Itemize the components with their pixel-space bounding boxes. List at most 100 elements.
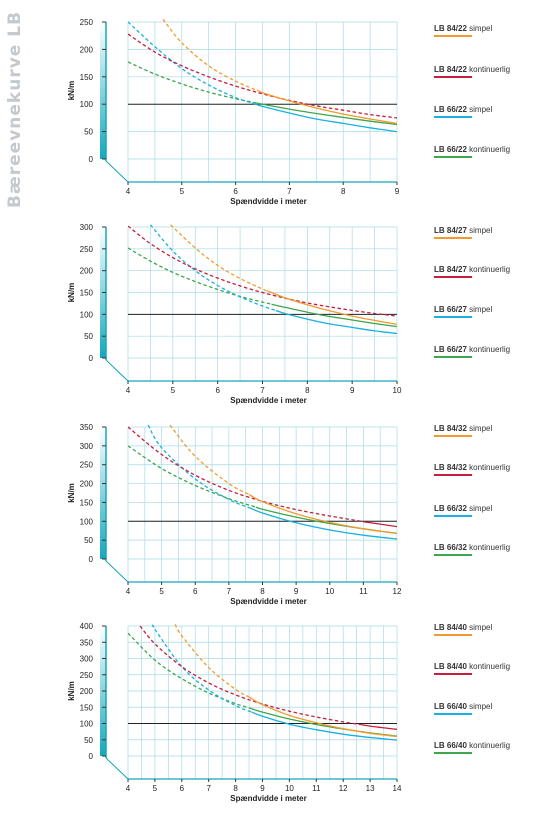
grid xyxy=(127,625,398,779)
x-tick-label: 6 xyxy=(193,587,198,596)
series-group xyxy=(128,18,397,133)
series-lb-84-40-kontinuerlig-line xyxy=(361,724,397,730)
x-tick-label: 4 xyxy=(126,587,131,596)
legend-series-suffix: simpel xyxy=(469,105,493,114)
x-tick-label: 14 xyxy=(393,784,402,793)
y-tick-label: 0 xyxy=(89,555,94,564)
series-lb-66-27-kontinuerlig-dashed xyxy=(128,247,272,305)
legend-series-suffix: simpel xyxy=(469,702,493,711)
legend-series-suffix: simpel xyxy=(469,226,493,235)
legend-swatch xyxy=(434,515,472,517)
x-tick-label: 6 xyxy=(233,187,238,196)
legend-swatch xyxy=(434,713,472,715)
chart-lb-40: 0 50 100 150 200 250 300 350 400 4 5 6 7 8 9 10 11 12 13 14… xyxy=(0,615,539,827)
legend-series-suffix: kontinuerlig xyxy=(469,463,511,472)
x-tick-label: 7 xyxy=(227,587,232,596)
legend-series-name: LB 66/40 xyxy=(434,702,467,711)
series-lb-66-22-kontinuerlig-dashed xyxy=(128,61,258,104)
series-lb-84-40-kontinuerlig-dashed xyxy=(139,625,363,726)
grid xyxy=(127,426,398,582)
x-tick-label: 9 xyxy=(395,187,400,196)
y-tick-label: 50 xyxy=(84,332,93,341)
legend-series-name: LB 84/27 xyxy=(434,226,467,235)
series-lb-84-27-kontinuerlig-dashed xyxy=(128,225,397,317)
series-group xyxy=(128,624,397,741)
legend-series-name: LB 66/27 xyxy=(434,305,467,314)
series-lb-66-32-simpel-dashed xyxy=(147,424,250,509)
y-tick-label: 100 xyxy=(80,100,94,109)
legend-series-name: LB 84/22 xyxy=(434,65,467,74)
x-tick-label: 4 xyxy=(126,784,131,793)
y-tick-label: 200 xyxy=(80,45,94,54)
legend-swatch xyxy=(434,554,472,556)
x-tick-label: 9 xyxy=(260,784,265,793)
x-axis-label: Spændvidde i meter xyxy=(230,197,306,206)
chart-lb-27: 0 50 100 150 200 250 300 4 5 6 7 8 9 10 kN/m Spændvidde… xyxy=(0,215,539,415)
x-tick-label: 7 xyxy=(260,386,265,395)
y-tick-label: 250 xyxy=(80,245,94,254)
series-lb-84-27-simpel-line xyxy=(266,290,397,326)
y-tick-label: 150 xyxy=(80,289,94,298)
y-tick-label: 300 xyxy=(80,655,94,664)
y-tick-label: 0 xyxy=(89,354,94,363)
x-tick-label: 5 xyxy=(159,587,164,596)
legend-swatch xyxy=(434,474,472,476)
series-lb-66-22-kontinuerlig-line xyxy=(256,102,397,126)
x-tick-label: 10 xyxy=(285,784,294,793)
series-group xyxy=(128,424,397,540)
legend-series-name: LB 84/40 xyxy=(434,662,467,671)
legend-series-suffix: kontinuerlig xyxy=(469,345,511,354)
legend-series-suffix: simpel xyxy=(469,24,493,33)
series-lb-66-40-kontinuerlig-dashed xyxy=(128,632,252,710)
x-tick-label: 5 xyxy=(153,784,158,793)
legend-swatch xyxy=(434,752,472,754)
legend-item: LB 66/40 kontinuerlig xyxy=(434,741,510,754)
legend-item: LB 84/32 kontinuerlig xyxy=(434,463,510,476)
y-axis-bar xyxy=(100,427,106,559)
series-lb-84-32-simpel-line xyxy=(248,493,397,535)
chart-lb-32: 0 50 100 150 200 250 300 350 4 5 6 7 8 9 10 11 12 kN/m Spæ… xyxy=(0,415,539,615)
legend-series-suffix: simpel xyxy=(469,305,493,314)
y-tick-label: 200 xyxy=(80,480,94,489)
legend-series-name: LB 66/32 xyxy=(434,543,467,552)
series-lb-66-32-kontinuerlig-dashed xyxy=(128,445,256,508)
x-axis-label: Spændvidde i meter xyxy=(230,794,306,803)
x-tick-label: 7 xyxy=(206,784,211,793)
y-tick-label: 250 xyxy=(80,671,94,680)
side-title: Bæreevnekurve LB xyxy=(5,12,25,208)
x-tick-label: 5 xyxy=(180,187,185,196)
y-tick-label: 50 xyxy=(84,736,93,745)
series-lb-66-40-simpel-line xyxy=(251,711,397,741)
legend-series-suffix: simpel xyxy=(469,504,493,513)
y-tick-label: 350 xyxy=(80,423,94,432)
axis-diagonal xyxy=(105,359,129,382)
legend-swatch xyxy=(434,237,472,239)
series-lb-66-22-simpel-dashed xyxy=(128,21,252,104)
y-axis-label: kN/m xyxy=(67,81,76,101)
x-tick-label: 9 xyxy=(350,386,355,395)
legend-series-suffix: kontinuerlig xyxy=(469,265,511,274)
legend-series-name: LB 66/22 xyxy=(434,105,467,114)
legend-swatch xyxy=(434,76,472,78)
y-tick-label: 400 xyxy=(80,622,94,631)
x-tick-label: 8 xyxy=(305,386,310,395)
y-tick-label: 150 xyxy=(80,498,94,507)
x-tick-label: 6 xyxy=(180,784,185,793)
y-tick-label: 150 xyxy=(80,703,94,712)
legend-item: LB 66/22 simpel xyxy=(434,105,492,118)
series-lb-84-40-simpel-dashed xyxy=(174,624,250,698)
series-lb-84-27-simpel-dashed xyxy=(170,224,268,292)
y-axis-label: kN/m xyxy=(67,283,76,303)
legend-series-name: LB 84/32 xyxy=(434,424,467,433)
y-axis-label: kN/m xyxy=(67,681,76,701)
x-tick-label: 8 xyxy=(260,587,265,596)
legend-series-suffix: kontinuerlig xyxy=(469,662,511,671)
axis-diagonal xyxy=(105,160,129,183)
legend-item: LB 66/27 kontinuerlig xyxy=(434,345,510,358)
legend-swatch xyxy=(434,116,472,118)
y-tick-label: 0 xyxy=(89,155,94,164)
legend-swatch xyxy=(434,673,472,675)
x-tick-label: 5 xyxy=(171,386,176,395)
legend-item: LB 66/22 kontinuerlig xyxy=(434,145,510,158)
legend-series-name: LB 84/22 xyxy=(434,24,467,33)
